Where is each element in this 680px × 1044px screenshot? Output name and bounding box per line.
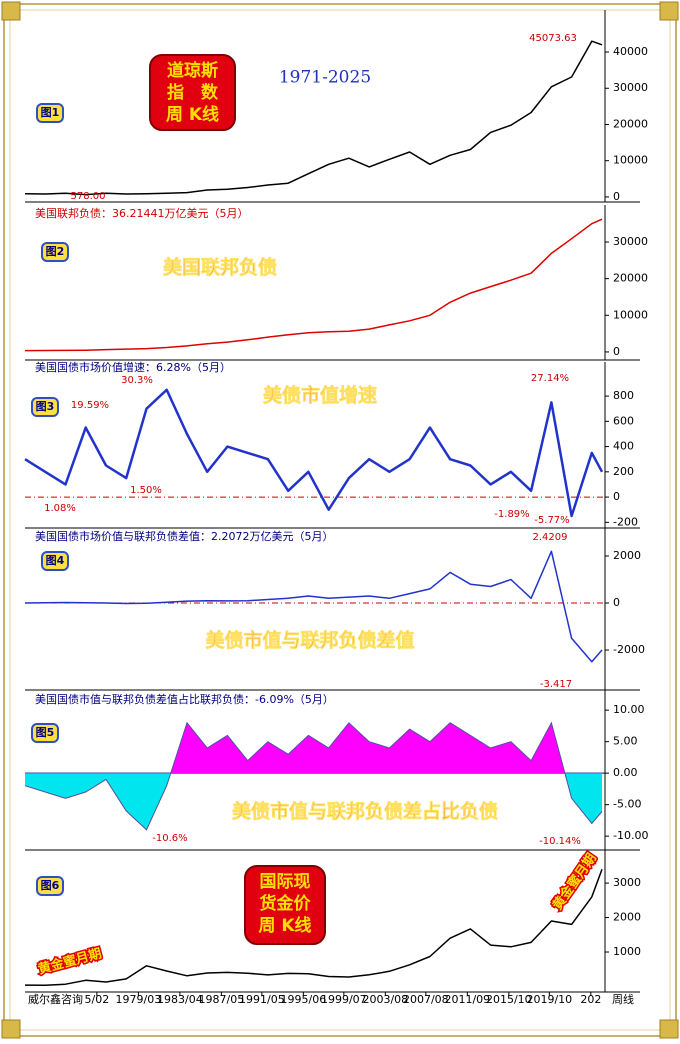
y-tick-label: 1000 (613, 945, 641, 958)
y-tick-label: 10.00 (613, 703, 645, 716)
frame-inner (9, 9, 671, 1031)
annotation: -10.14% (539, 836, 581, 847)
x-tick-label: 1987/05 (199, 993, 245, 1006)
series-line (24, 721, 603, 831)
y-tick-label: 0 (613, 345, 620, 358)
title-line: 货金价 (260, 893, 312, 914)
y-tick-label: -5.00 (613, 798, 641, 811)
y-tick-label: 800 (613, 389, 634, 402)
y-tick-label: 10000 (613, 154, 648, 167)
annotation: 2.4209 (533, 532, 568, 543)
y-tick-label: 20000 (613, 117, 648, 130)
panel-badge: 图3 (36, 400, 55, 413)
x-tick-label: 2003/08 (362, 993, 408, 1006)
x-tick-label: 202 (580, 993, 601, 1006)
panel-badge: 图2 (46, 245, 65, 258)
panel-heading: 美国国债市值与联邦负债差值占比联邦负债：-6.09%（5月） (35, 692, 334, 706)
title-line: 国际现 (260, 872, 311, 892)
source-label: 威尔鑫咨询 (28, 992, 83, 1006)
series-line (24, 388, 604, 518)
y-tick-label: 200 (613, 465, 634, 478)
annotation: -10.6% (152, 833, 187, 844)
title-line: 周 K线 (166, 104, 219, 125)
y-tick-label: -2000 (613, 643, 645, 656)
x-tick-label: 1983/04 (157, 993, 203, 1006)
title-box (244, 865, 326, 945)
panel-badge: 图4 (46, 554, 65, 567)
y-tick-label: 30000 (613, 235, 648, 248)
panel-badge: 图5 (36, 726, 55, 739)
y-tick-label: 2000 (613, 549, 641, 562)
panel-badge-bg (31, 723, 59, 743)
annotation: -3.417 (540, 679, 572, 690)
annotation: 578.00 (71, 191, 106, 202)
panel-heading: 美国国债市场价值增速：6.28%（5月） (35, 360, 231, 374)
annotation: -5.77% (534, 515, 569, 526)
title-line: 道琼斯 (167, 60, 218, 81)
y-tick-label: 400 (613, 440, 634, 453)
panel-label: 美债市值与联邦负债差占比负债 (232, 800, 498, 823)
y-tick-label: 0 (613, 490, 620, 503)
title-line: 周 K线 (258, 915, 311, 936)
series-line (24, 869, 603, 986)
y-tick-label: 600 (613, 414, 634, 427)
panel-label: 美债市值增速 (263, 384, 377, 407)
panel-badge-bg (41, 551, 69, 571)
series-line (24, 40, 603, 196)
x-tick-label: 2011/09 (444, 993, 490, 1006)
y-tick-label: 30000 (613, 81, 648, 94)
panel-heading: 美国联邦负债：36.21441万亿美元（5月） (35, 206, 248, 220)
panel-label: 美债市值与联邦负债差值 (205, 629, 414, 652)
title-box (149, 54, 236, 131)
annotation: -1.89% (494, 509, 529, 520)
area-above (170, 722, 565, 774)
annotation: 27.14% (531, 373, 569, 384)
y-tick-label: 10000 (613, 308, 648, 321)
panel-badge-bg (36, 876, 64, 896)
x-tick-label: 2015/10 (486, 993, 532, 1006)
panel-badge-bg (41, 242, 69, 262)
annotation: 1.08% (44, 503, 76, 514)
area-below (25, 773, 602, 830)
y-tick-label: -200 (613, 515, 638, 528)
series-line (24, 218, 603, 352)
y-tick-label: 0 (613, 190, 620, 203)
period-label: 周线 (612, 992, 634, 1006)
panel-heading: 美国国债市场价值与联邦负债差值：2.2072万亿美元（5月） (35, 529, 334, 543)
y-tick-label: 20000 (613, 272, 648, 285)
panel-badge: 图1 (41, 106, 60, 119)
annotation: 1.50% (130, 485, 162, 496)
title-line: 指 数 (167, 82, 219, 103)
x-tick-label: 1995/06 (281, 993, 327, 1006)
x-tick-label: 2019/10 (526, 993, 572, 1006)
x-tick-label: 1991/05 (239, 993, 285, 1006)
y-tick-label: -10.00 (613, 829, 648, 842)
panel-label: 美国联邦负债 (163, 256, 277, 279)
series-line (24, 550, 603, 663)
subtitle: 1971-2025 (279, 68, 371, 88)
y-tick-label: 2000 (613, 911, 641, 924)
y-tick-label: 3000 (613, 876, 641, 889)
panel-badge: 图6 (41, 879, 60, 892)
y-tick-label: 5.00 (613, 735, 638, 748)
x-tick-label: 2007/08 (403, 993, 449, 1006)
panel-badge-bg (31, 397, 59, 417)
y-tick-label: 0 (613, 596, 620, 609)
x-tick-label: 1979/03 (116, 993, 162, 1006)
panel-badge-bg (36, 103, 64, 123)
x-tick-label: 1999/07 (321, 993, 367, 1006)
annotation: 30.3% (121, 375, 153, 386)
y-tick-label: 0.00 (613, 766, 638, 779)
x-tick-label: 5/02 (85, 993, 110, 1006)
y-tick-label: 40000 (613, 45, 648, 58)
frame (3, 3, 677, 1037)
annotation: 45073.63 (529, 33, 577, 44)
annotation: 19.59% (71, 400, 109, 411)
